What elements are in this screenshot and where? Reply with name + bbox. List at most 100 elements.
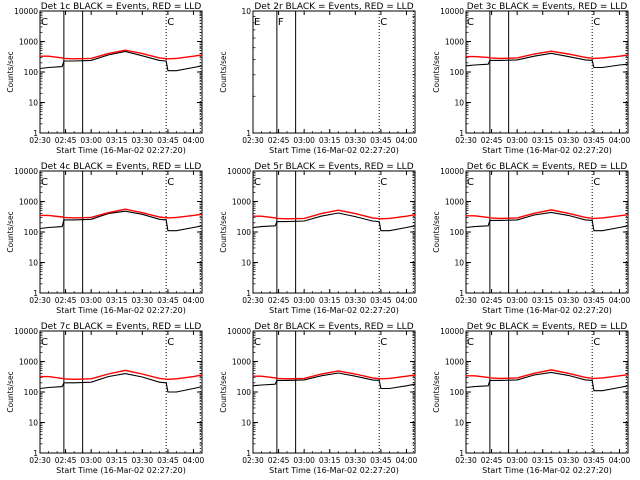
x-axis-label: Start Time (16-Mar-02 02:27:20) <box>56 146 186 155</box>
x-tick-label: 04:00 <box>396 136 418 145</box>
y-tick-label: 10 <box>28 259 38 268</box>
x-tick-label: 03:15 <box>106 136 128 145</box>
y-tick-label: 10000 <box>14 167 38 176</box>
marker-label: C <box>167 177 174 188</box>
y-axis-label: Counts/sec <box>432 51 441 92</box>
x-tick-label: 02:30 <box>242 136 264 145</box>
y-tick-label: 100 <box>24 228 39 237</box>
x-axis-label: Start Time (16-Mar-02 02:27:20) <box>482 306 612 315</box>
marker-label: C <box>380 17 387 28</box>
y-tick-label: 10000 <box>440 7 464 16</box>
series-line-lld <box>466 209 629 220</box>
y-tick-label: 1 <box>246 449 251 458</box>
x-tick-label: 03:45 <box>583 296 605 305</box>
series-line-lld <box>40 208 203 219</box>
x-tick-label: 04:00 <box>609 136 631 145</box>
x-tick-label: 02:45 <box>268 136 290 145</box>
panel-title: Det 7c BLACK = Events, RED = LLD <box>41 322 202 332</box>
x-tick-label: 03:30 <box>345 136 367 145</box>
y-tick-label: 10 <box>454 99 464 108</box>
x-tick-label: 03:15 <box>532 296 554 305</box>
y-tick-label: 1000 <box>232 198 251 207</box>
panel-det-2: Det 2r BLACK = Events, RED = LLD 02:30 02:… <box>219 2 418 155</box>
x-axis-label: Start Time (16-Mar-02 02:27:20) <box>482 466 612 475</box>
marker-label: C <box>593 337 600 348</box>
x-tick-label: 04:00 <box>396 296 418 305</box>
panel-det-4: Det 4c BLACK = Events, RED = LLD 02:30 02:… <box>6 162 205 315</box>
y-tick-label: 1000 <box>232 358 251 367</box>
marker-label: C <box>467 337 474 348</box>
y-tick-label: 100 <box>24 388 39 397</box>
x-tick-label: 03:00 <box>293 296 315 305</box>
x-tick-label: 02:45 <box>268 456 290 465</box>
x-tick-label: 04:00 <box>183 456 205 465</box>
panel-det-9: Det 9c BLACK = Events, RED = LLD 02:30 02:… <box>432 322 631 475</box>
x-tick-label: 03:15 <box>319 456 341 465</box>
x-tick-label: 03:45 <box>370 296 392 305</box>
x-tick-label: 02:45 <box>55 456 77 465</box>
x-tick-label: 03:00 <box>506 296 528 305</box>
y-tick-label: 1 <box>246 289 251 298</box>
x-tick-label: 02:45 <box>481 136 503 145</box>
series-line-events <box>465 371 629 392</box>
y-tick-label: 100 <box>237 388 252 397</box>
marker-label: C <box>41 337 48 348</box>
marker-label: C <box>254 337 261 348</box>
x-axis-label: Start Time (16-Mar-02 02:27:20) <box>269 146 399 155</box>
x-axis-label: Start Time (16-Mar-02 02:27:20) <box>56 306 186 315</box>
x-tick-label: 04:00 <box>609 296 631 305</box>
y-tick-label: 1000 <box>19 198 38 207</box>
series-line-events <box>252 212 416 232</box>
x-tick-label: 03:30 <box>345 456 367 465</box>
x-tick-label: 03:15 <box>532 456 554 465</box>
x-tick-label: 04:00 <box>396 456 418 465</box>
marker-label: C <box>41 177 48 188</box>
y-axis-label: Counts/sec <box>219 371 228 412</box>
panel-title: Det 3c BLACK = Events, RED = LLD <box>467 2 628 12</box>
marker-label: C <box>467 17 474 28</box>
panel-det-6: Det 6c BLACK = Events, RED = LLD 02:30 02:… <box>432 162 631 315</box>
y-tick-label: 10000 <box>14 7 38 16</box>
series-line-events <box>252 372 416 390</box>
x-tick-label: 02:30 <box>455 296 477 305</box>
y-tick-label: 100 <box>450 68 465 77</box>
y-tick-label: 1 <box>33 129 38 138</box>
marker-label: C <box>467 177 474 188</box>
x-tick-label: 03:15 <box>319 296 341 305</box>
x-tick-label: 03:45 <box>370 136 392 145</box>
marker-label: C <box>167 17 174 28</box>
y-axis-label: Counts/sec <box>432 211 441 252</box>
x-tick-label: 03:45 <box>157 296 179 305</box>
x-tick-label: 03:30 <box>558 456 580 465</box>
x-tick-label: 03:00 <box>293 136 315 145</box>
x-tick-label: 03:15 <box>532 136 554 145</box>
y-axis-label: Counts/sec <box>6 371 15 412</box>
x-tick-label: 02:45 <box>268 296 290 305</box>
y-tick-label: 10 <box>28 419 38 428</box>
series-line-lld <box>40 49 203 60</box>
x-tick-label: 02:30 <box>29 296 51 305</box>
x-tick-label: 03:30 <box>132 296 154 305</box>
marker-label: C <box>254 177 261 188</box>
x-tick-label: 03:00 <box>80 136 102 145</box>
x-tick-label: 02:30 <box>455 456 477 465</box>
y-tick-label: 10 <box>241 259 251 268</box>
marker-label: C <box>380 337 387 348</box>
y-tick-label: 1000 <box>445 198 464 207</box>
y-tick-label: 1 <box>459 129 464 138</box>
y-tick-label: 10000 <box>227 167 251 176</box>
x-tick-label: 02:45 <box>481 456 503 465</box>
y-tick-label: 10 <box>454 259 464 268</box>
y-tick-label: 1 <box>459 289 464 298</box>
x-tick-label: 03:45 <box>157 456 179 465</box>
panel-title: Det 4c BLACK = Events, RED = LLD <box>41 162 202 172</box>
y-tick-label: 10 <box>241 419 251 428</box>
x-tick-label: 02:30 <box>242 456 264 465</box>
y-tick-label: 10000 <box>14 327 38 336</box>
y-tick-label: 1000 <box>19 38 38 47</box>
x-tick-label: 03:15 <box>106 296 128 305</box>
series-line-lld <box>40 369 203 381</box>
y-tick-label: 1000 <box>445 358 464 367</box>
y-tick-label: 1000 <box>445 38 464 47</box>
